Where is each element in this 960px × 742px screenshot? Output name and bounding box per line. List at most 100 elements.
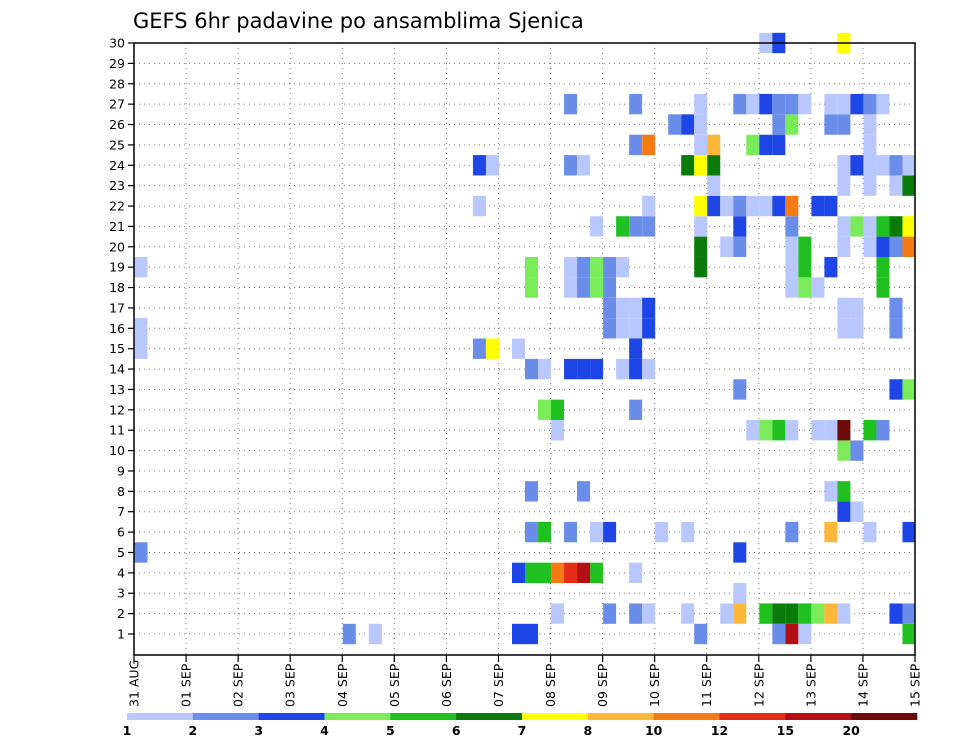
heatmap-cell (785, 277, 799, 298)
heatmap-cell (577, 155, 591, 176)
heatmap-cell (564, 155, 578, 176)
heatmap-cell (564, 358, 578, 380)
y-tick-label: 1 (117, 627, 125, 642)
heatmap-cell (863, 114, 877, 135)
heatmap-cell (472, 195, 486, 217)
heatmap-cell (485, 155, 499, 176)
heatmap-cell (551, 399, 565, 421)
heatmap-cell (824, 481, 838, 502)
heatmap-cell (511, 623, 525, 645)
heatmap-cell (889, 175, 903, 196)
heatmap-cell (785, 256, 799, 278)
heatmap-cell (837, 501, 851, 522)
heatmap-cell (837, 603, 851, 624)
heatmap-cell (590, 521, 604, 543)
colorbar-swatch (522, 713, 589, 720)
x-tick-label: 11 SEP (699, 663, 714, 707)
heatmap-cell (772, 93, 786, 115)
heatmap-cell (694, 93, 708, 115)
heatmap-cell (876, 256, 890, 278)
heatmap-cell (850, 216, 864, 237)
heatmap-cell (694, 195, 708, 217)
heatmap-cell (629, 134, 643, 156)
y-tick-label: 11 (109, 423, 125, 438)
heatmap-cell (876, 420, 890, 441)
heatmap-cell (837, 318, 851, 339)
heatmap-cell (655, 521, 669, 543)
heatmap-cell (772, 603, 786, 624)
heatmap-cell (577, 358, 591, 380)
heatmap-cell (824, 420, 838, 441)
heatmap-cell (811, 277, 825, 298)
heatmap-cell (525, 358, 539, 380)
y-tick-label: 17 (109, 300, 125, 315)
y-tick-label: 9 (117, 463, 125, 478)
heatmap-cell (772, 420, 786, 441)
y-tick-label: 15 (109, 341, 125, 356)
heatmap-cell (342, 623, 356, 645)
heatmap-cell (629, 399, 643, 421)
heatmap-cell (785, 603, 799, 624)
heatmap-cell (837, 175, 851, 196)
heatmap-cell (889, 236, 903, 257)
y-tick-label: 3 (117, 586, 125, 601)
y-tick-label: 20 (109, 239, 125, 254)
heatmap-cell (824, 114, 838, 135)
x-tick-label: 14 SEP (855, 663, 870, 707)
heatmap-cell (824, 195, 838, 217)
heatmap-cell (707, 195, 721, 217)
y-tick-label: 30 (109, 36, 125, 51)
heatmap-cell (577, 277, 591, 298)
heatmap-cell (707, 134, 721, 156)
heatmap-cell (368, 623, 382, 645)
heatmap-cell (837, 236, 851, 257)
heatmap-cell (511, 562, 525, 584)
heatmap-cell (785, 236, 799, 257)
heatmap-cell (772, 623, 786, 645)
colorbar-swatch (653, 713, 720, 720)
heatmap-cell (902, 379, 916, 400)
heatmap-cell (785, 114, 799, 135)
colorbar-swatch (258, 713, 325, 720)
heatmap-cell (746, 134, 760, 156)
heatmap-cell (577, 562, 591, 584)
heatmap-cell (590, 216, 604, 237)
heatmap-cell (876, 93, 890, 115)
y-tick-label: 29 (109, 56, 125, 71)
heatmap-cell (902, 216, 916, 237)
heatmap-cell (902, 603, 916, 624)
heatmap-cell (798, 256, 812, 278)
heatmap-cell (824, 521, 838, 543)
y-tick-label: 2 (117, 606, 125, 621)
heatmap-cell (590, 277, 604, 298)
colorbar-label: 4 (320, 723, 329, 738)
y-tick-label: 14 (109, 362, 125, 377)
heatmap-cell (538, 358, 552, 380)
colorbar-label: 3 (254, 723, 263, 738)
heatmap-cell (590, 358, 604, 380)
heatmap-cell (134, 338, 148, 359)
heatmap-cell (746, 195, 760, 217)
heatmap-cell (525, 481, 539, 502)
heatmap-cell (863, 420, 877, 441)
heatmap-cell (694, 623, 708, 645)
heatmap-cell (837, 420, 851, 441)
heatmap-cell (642, 603, 656, 624)
heatmap-cell (746, 420, 760, 441)
heatmap-cell (837, 155, 851, 176)
y-tick-label: 16 (109, 321, 125, 336)
heatmap-cell (837, 440, 851, 461)
y-tick-label: 8 (117, 484, 125, 499)
heatmap-cell (668, 114, 682, 135)
colorbar-label: 8 (583, 723, 592, 738)
colorbar-swatch (456, 713, 523, 720)
heatmap-cell (694, 256, 708, 278)
heatmap-cell (616, 358, 630, 380)
heatmap-cell (889, 155, 903, 176)
heatmap-cell (134, 256, 148, 278)
heatmap-cell (694, 114, 708, 135)
x-tick-label: 07 SEP (491, 663, 506, 707)
heatmap-cell (902, 155, 916, 176)
heatmap-cell (642, 134, 656, 156)
